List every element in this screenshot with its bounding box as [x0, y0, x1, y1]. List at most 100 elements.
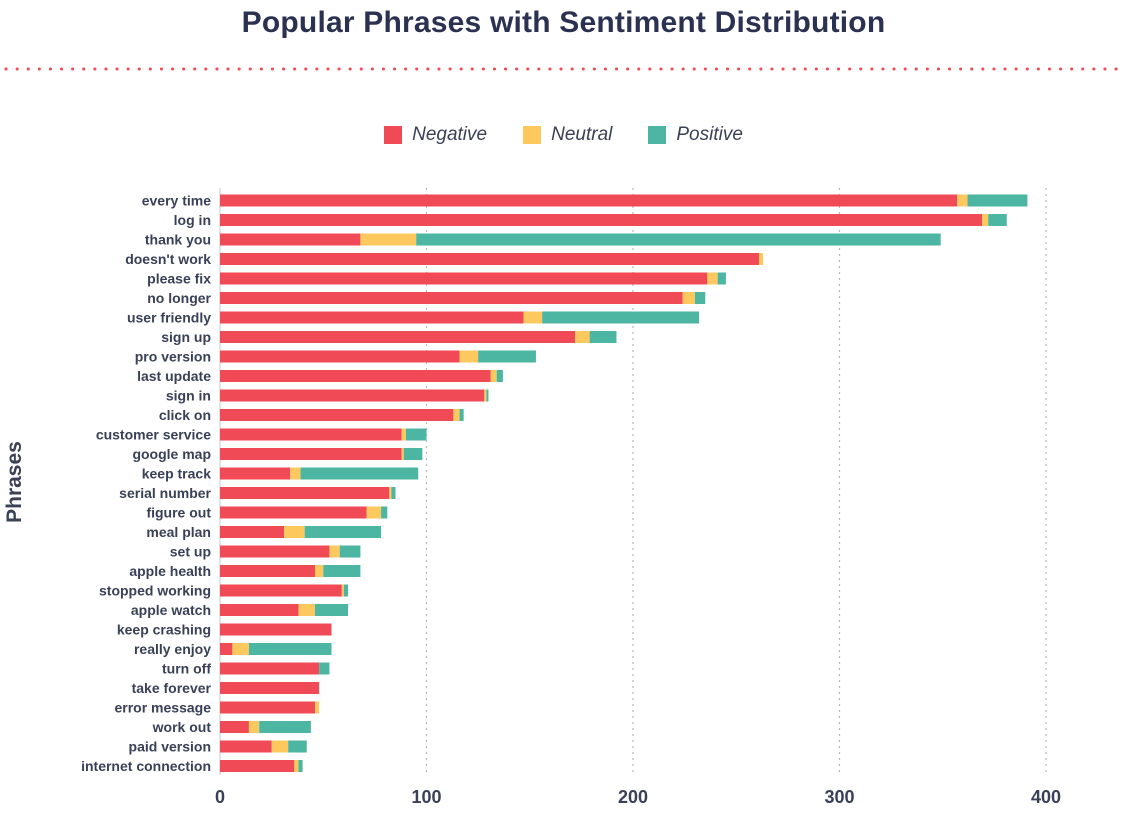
bar-segment-neutral — [341, 584, 344, 597]
bar-segment-positive — [288, 740, 307, 753]
category-label: take forever — [132, 680, 212, 696]
bar-segment-positive — [259, 721, 311, 733]
bar-segment-neutral — [314, 701, 320, 714]
bar-segment-neutral — [957, 194, 968, 207]
category-label: serial number — [119, 485, 211, 501]
bar-segment-positive — [314, 604, 349, 616]
bar-segment-negative — [220, 604, 299, 616]
bar-segment-positive — [542, 311, 700, 324]
bar-segment-neutral — [284, 526, 305, 538]
bar-segment-neutral — [232, 643, 249, 655]
bar-segment-neutral — [366, 506, 382, 519]
category-label: thank you — [145, 232, 211, 248]
bar-segment-negative — [220, 214, 982, 226]
bar-segment-positive — [343, 584, 349, 597]
bar-segment-positive — [319, 662, 330, 675]
bar-segment-negative — [220, 233, 361, 246]
bar-segment-negative — [220, 467, 291, 480]
bar-segment-positive — [248, 643, 332, 655]
category-label: sign in — [166, 388, 211, 404]
bar-segment-positive — [403, 448, 423, 460]
legend-item-neutral[interactable]: Neutral — [523, 124, 612, 146]
bar-segment-negative — [220, 701, 315, 714]
bar-segment-positive — [339, 545, 361, 558]
bar-segment-positive — [405, 428, 427, 441]
bar-segment-negative — [220, 682, 320, 694]
bar-segment-neutral — [389, 487, 392, 499]
legend-label-neutral: Neutral — [551, 124, 613, 145]
legend-label-positive: Positive — [676, 124, 743, 145]
category-label: click on — [159, 407, 211, 423]
category-label: every time — [142, 193, 211, 209]
bar-segment-negative — [220, 506, 367, 519]
bar-segment-negative — [220, 721, 249, 733]
bar-segment-positive — [486, 389, 489, 402]
category-label: customer service — [96, 427, 211, 443]
bar-segment-neutral — [682, 292, 695, 304]
bar-segment-neutral — [981, 214, 989, 226]
bar-segment-positive — [717, 272, 726, 285]
bar-segment-positive — [988, 214, 1007, 226]
category-label: keep track — [142, 466, 211, 482]
category-label: no longer — [147, 290, 211, 306]
bar-segment-positive — [589, 331, 617, 343]
category-label: log in — [174, 212, 211, 228]
bar-segment-neutral — [758, 253, 764, 265]
bar-segment-neutral — [575, 331, 590, 343]
legend-item-positive[interactable]: Positive — [648, 124, 743, 146]
bar-segment-neutral — [401, 448, 404, 460]
chart-title: Popular Phrases with Sentiment Distribut… — [241, 6, 886, 39]
bar-segment-negative — [220, 487, 390, 499]
bar-segment-positive — [391, 487, 396, 499]
bar-segment-negative — [220, 194, 958, 207]
bar-segment-positive — [496, 370, 503, 382]
category-label: really enjoy — [134, 641, 211, 657]
bar-segment-positive — [967, 194, 1028, 207]
category-label: work out — [152, 719, 212, 735]
bar-segment-neutral — [401, 428, 406, 441]
bar-segment-negative — [220, 643, 233, 655]
bar-segment-neutral — [298, 604, 315, 616]
category-label: please fix — [147, 271, 211, 287]
bar-segment-negative — [220, 331, 576, 343]
category-label: google map — [132, 446, 211, 462]
category-label: set up — [170, 544, 211, 560]
bar-segment-positive — [416, 233, 941, 246]
bar-segment-negative — [220, 389, 485, 402]
category-label: turn off — [162, 661, 211, 677]
legend: Negative Neutral Positive — [0, 124, 1127, 146]
bar-segment-positive — [459, 409, 464, 421]
bar-segment-positive — [300, 467, 419, 480]
bar-segment-positive — [694, 292, 706, 304]
category-label: pro version — [135, 349, 211, 365]
bar-segment-neutral — [523, 311, 543, 324]
bar-segment-neutral — [329, 545, 340, 558]
legend-item-negative[interactable]: Negative — [384, 124, 487, 146]
bar-segment-negative — [220, 740, 272, 753]
bar-segment-negative — [220, 760, 295, 772]
x-tick-label-400: 400 — [1031, 787, 1061, 807]
bar-segment-neutral — [271, 740, 289, 753]
category-label: sign up — [161, 329, 211, 345]
bar-segment-negative — [220, 623, 332, 636]
bar-segment-positive — [298, 760, 303, 772]
bar-segment-negative — [220, 370, 491, 382]
legend-swatch-negative — [384, 126, 403, 144]
x-tick-label-100: 100 — [411, 787, 441, 807]
bar-segment-negative — [220, 428, 402, 441]
bar-segment-neutral — [484, 389, 487, 402]
category-label: apple watch — [131, 602, 211, 618]
x-tick-label-200: 200 — [618, 787, 648, 807]
legend-swatch-neutral — [523, 126, 542, 144]
bar-segment-negative — [220, 409, 454, 421]
legend-swatch-positive — [648, 126, 667, 144]
bar-segment-negative — [220, 526, 285, 538]
bar-segment-negative — [220, 565, 315, 577]
category-label: error message — [114, 700, 211, 716]
bar-segment-neutral — [453, 409, 460, 421]
bar-segment-positive — [381, 506, 388, 519]
category-label: internet connection — [81, 758, 211, 774]
category-label: apple health — [129, 563, 211, 579]
category-label: paid version — [129, 739, 211, 755]
